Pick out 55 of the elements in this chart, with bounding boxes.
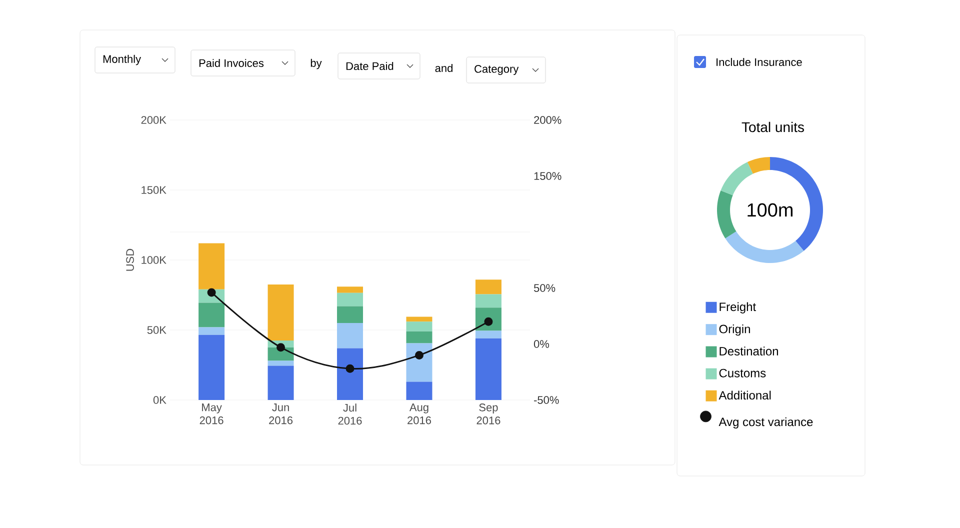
y-tick-label: 0K — [153, 396, 166, 404]
text: by — [310, 58, 322, 70]
text: and — [435, 64, 452, 72]
x-tick-label: Sep 2016 — [476, 404, 500, 424]
y-tick-label: 150K — [142, 186, 166, 194]
y-axis-title: USD — [126, 248, 134, 271]
x-tick-label: May 2016 — [200, 404, 224, 424]
bar — [406, 382, 432, 400]
x-tick-label: Aug 2016 — [408, 404, 431, 424]
bar — [475, 280, 502, 294]
bar — [337, 323, 364, 348]
bar — [198, 243, 225, 290]
bar — [406, 322, 432, 332]
legend-label: Destination — [720, 346, 778, 356]
bar — [337, 348, 364, 400]
y-tick-label: 200K — [141, 116, 166, 124]
bar — [198, 302, 225, 328]
bar — [268, 366, 294, 400]
y2-tick-label: 0% — [534, 340, 550, 348]
text: Monthly — [103, 54, 142, 66]
point — [346, 364, 354, 373]
bar — [406, 316, 432, 322]
bar — [475, 330, 502, 338]
legend-label: Freight — [720, 302, 756, 314]
bar — [198, 327, 225, 335]
text: Date Paid — [346, 62, 394, 70]
point — [276, 343, 286, 352]
bar — [268, 360, 294, 366]
y2-tick-label: 50% — [534, 284, 556, 292]
legend-label: Avg cost variance — [718, 417, 813, 429]
bar — [337, 292, 364, 306]
y2-tick-label: 150% — [534, 172, 562, 180]
text: Category — [474, 65, 519, 75]
bar — [475, 338, 502, 400]
text: 100m — [748, 203, 793, 217]
y2-tick-label: 200% — [534, 116, 562, 124]
chart-title: Total units — [742, 122, 804, 132]
legend-label: Origin — [719, 324, 750, 336]
x-tick-label: Jun 2016 — [269, 404, 293, 424]
y2-tick-label: -50% — [534, 396, 559, 404]
bar — [406, 331, 432, 344]
legend-label: Additional — [718, 390, 771, 400]
bar — [475, 294, 502, 308]
y-tick-label: 100K — [142, 256, 166, 264]
bar — [268, 284, 294, 340]
bar — [337, 286, 364, 293]
bar — [337, 306, 364, 323]
text: Paid Invoices — [199, 58, 264, 68]
text: Include Insurance — [716, 58, 802, 66]
point — [414, 350, 424, 360]
bar — [198, 334, 225, 400]
y-tick-label: 50K — [147, 326, 166, 334]
bar — [406, 343, 432, 382]
legend-label: Customs — [719, 368, 766, 378]
x-tick-label: Jul 2016 — [338, 404, 362, 425]
